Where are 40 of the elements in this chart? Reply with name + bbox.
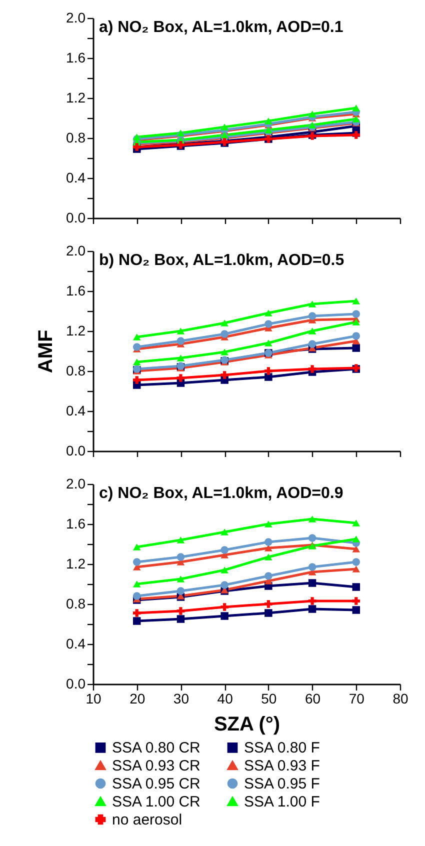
y-tick-label: 0.8 [66,130,86,146]
chart-title: c) NO₂ Box, AL=1.0km, AOD=0.9 [99,485,344,502]
y-tick-label: 1.2 [66,90,86,106]
y-tick-label: 0.4 [66,170,86,186]
x-tick-label: 40 [217,690,234,706]
y-tick-label: 0.8 [66,362,86,378]
x-axis-title: SZA (°) [214,714,280,736]
x-tick-label: 70 [348,690,365,706]
chart-title: a) NO₂ Box, AL=1.0km, AOD=0.1 [99,19,344,36]
legend-label: SSA 0.93 CR [112,758,201,774]
chart-title: b) NO₂ Box, AL=1.0km, AOD=0.5 [99,252,344,269]
legend-label: no aerosol [112,812,182,828]
y-tick-label: 2.0 [66,10,86,26]
legend-label: SSA 0.95 F [244,776,320,792]
x-tick-label: 60 [304,690,321,706]
y-tick-label: 1.2 [66,556,86,572]
y-tick-label: 0.0 [66,676,86,692]
x-tick-label: 10 [86,690,102,706]
x-tick-label: 20 [130,690,146,706]
y-tick-label: 2.0 [66,242,86,258]
y-tick-label: 1.6 [66,516,86,532]
legend-label: SSA 0.80 F [244,740,320,757]
legend-label: SSA 1.00 F [244,794,320,810]
legend-label: SSA 0.80 CR [112,740,201,757]
x-tick-label: 30 [173,690,190,706]
y-tick-label: 0.4 [66,402,86,418]
y-tick-label: 0.4 [66,636,86,652]
y-tick-label: 0.8 [66,596,86,612]
x-tick-label: 80 [392,690,408,706]
y-tick-label: 0.0 [66,210,86,226]
legend-label: SSA 0.93 F [244,758,320,774]
x-tick-label: 50 [261,690,277,706]
y-axis-title: AMF [35,330,58,374]
y-tick-label: 2.0 [66,476,86,492]
legend-label: SSA 1.00 CR [112,794,201,810]
legend-label: SSA 0.95 CR [112,776,201,792]
y-tick-label: 0.0 [66,442,86,458]
y-tick-label: 1.2 [66,322,86,338]
y-tick-label: 1.6 [66,50,86,66]
y-tick-label: 1.6 [66,282,86,298]
